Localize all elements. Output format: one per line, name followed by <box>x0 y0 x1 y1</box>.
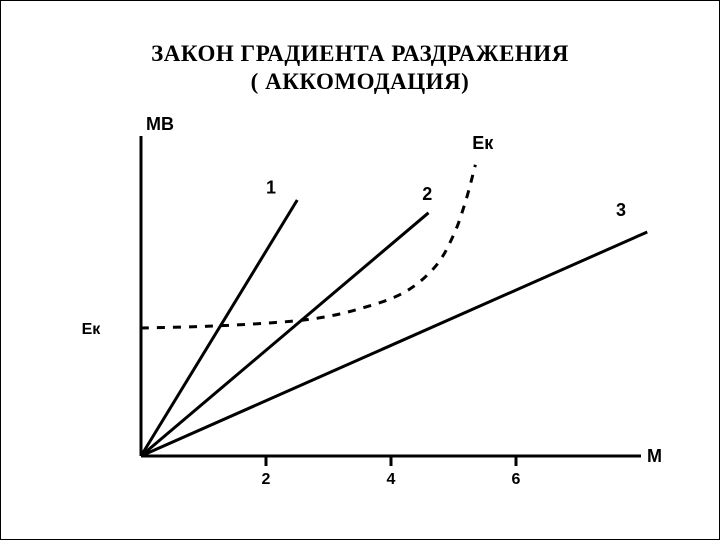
x-axis-label: МСЕК <box>647 446 661 466</box>
x-tick-label: 6 <box>512 471 521 488</box>
chart: МВ МСЕК 2 4 6 1 2 3 Ек Ек <box>61 116 661 496</box>
series-line3 <box>141 232 647 456</box>
chart-svg: МВ МСЕК 2 4 6 1 2 3 Ек Ек <box>61 116 661 496</box>
page-frame: ЗАКОН ГРАДИЕНТА РАЗДРАЖЕНИЯ ( АККОМОДАЦИ… <box>0 0 720 540</box>
annotation-0: Ек <box>82 321 102 338</box>
series-label-ek_curve: Ек <box>472 133 494 153</box>
series-label-line2: 2 <box>422 184 432 204</box>
chart-title-line2: ( АККОМОДАЦИЯ) <box>1 69 719 95</box>
series-line2 <box>141 213 429 456</box>
series-label-line3: 3 <box>616 200 626 220</box>
y-axis-label: МВ <box>146 116 174 134</box>
x-tick-label: 2 <box>262 471 271 488</box>
x-tick-label: 4 <box>387 471 396 488</box>
chart-title-line1: ЗАКОН ГРАДИЕНТА РАЗДРАЖЕНИЯ <box>1 41 719 67</box>
series-label-line1: 1 <box>266 178 276 198</box>
